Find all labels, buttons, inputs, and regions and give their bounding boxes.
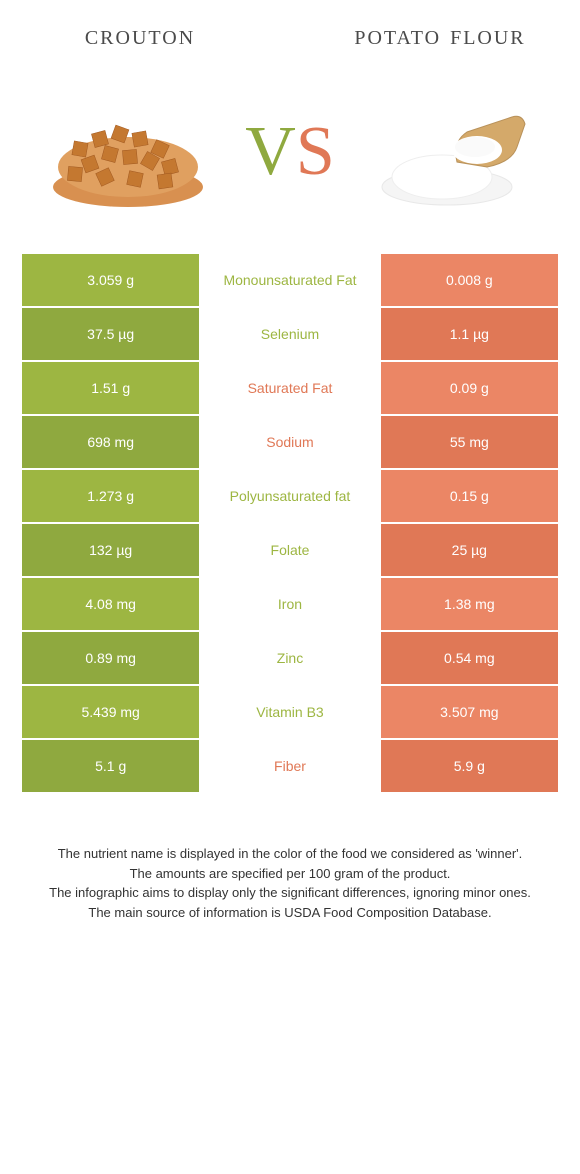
- table-row: 4.08 mgIron1.38 mg: [21, 577, 559, 631]
- header-row: crouton potato flour: [0, 0, 580, 62]
- table-row: 1.51 gSaturated Fat0.09 g: [21, 361, 559, 415]
- right-food-image: [345, 82, 560, 222]
- nutrient-name-cell: Vitamin B3: [200, 685, 379, 739]
- right-value-cell: 5.9 g: [380, 739, 559, 793]
- nutrient-name-cell: Folate: [200, 523, 379, 577]
- table-row: 5.1 gFiber5.9 g: [21, 739, 559, 793]
- right-value-cell: 1.1 µg: [380, 307, 559, 361]
- nutrient-name-cell: Sodium: [200, 415, 379, 469]
- vs-s-letter: S: [296, 113, 335, 190]
- left-value-cell: 5.439 mg: [21, 685, 200, 739]
- footer-notes: The nutrient name is displayed in the co…: [0, 794, 580, 952]
- table-row: 0.89 mgZinc0.54 mg: [21, 631, 559, 685]
- comparison-table-wrap: 3.059 gMonounsaturated Fat0.008 g37.5 µg…: [0, 252, 580, 794]
- left-value-cell: 698 mg: [21, 415, 200, 469]
- nutrient-name-cell: Polyunsaturated fat: [200, 469, 379, 523]
- left-food-title: crouton: [20, 20, 260, 52]
- nutrient-name-cell: Selenium: [200, 307, 379, 361]
- note-line-3: The infographic aims to display only the…: [30, 883, 550, 903]
- note-line-4: The main source of information is USDA F…: [30, 903, 550, 923]
- right-value-cell: 0.15 g: [380, 469, 559, 523]
- right-value-cell: 0.09 g: [380, 361, 559, 415]
- right-value-cell: 0.008 g: [380, 253, 559, 307]
- table-row: 3.059 gMonounsaturated Fat0.008 g: [21, 253, 559, 307]
- right-value-cell: 25 µg: [380, 523, 559, 577]
- left-food-image: [20, 82, 235, 222]
- right-value-cell: 55 mg: [380, 415, 559, 469]
- vs-v-letter: V: [245, 113, 296, 190]
- comparison-table: 3.059 gMonounsaturated Fat0.008 g37.5 µg…: [20, 252, 560, 794]
- left-value-cell: 0.89 mg: [21, 631, 200, 685]
- nutrient-name-cell: Zinc: [200, 631, 379, 685]
- left-value-cell: 5.1 g: [21, 739, 200, 793]
- right-value-cell: 1.38 mg: [380, 577, 559, 631]
- nutrient-name-cell: Monounsaturated Fat: [200, 253, 379, 307]
- table-row: 5.439 mgVitamin B33.507 mg: [21, 685, 559, 739]
- note-line-1: The nutrient name is displayed in the co…: [30, 844, 550, 864]
- flour-illustration-icon: [367, 92, 537, 212]
- nutrient-name-cell: Saturated Fat: [200, 361, 379, 415]
- right-value-cell: 0.54 mg: [380, 631, 559, 685]
- left-value-cell: 1.51 g: [21, 361, 200, 415]
- right-food-title: potato flour: [320, 20, 560, 52]
- table-row: 698 mgSodium55 mg: [21, 415, 559, 469]
- note-line-2: The amounts are specified per 100 gram o…: [30, 864, 550, 884]
- table-row: 37.5 µgSelenium1.1 µg: [21, 307, 559, 361]
- left-value-cell: 3.059 g: [21, 253, 200, 307]
- images-row: VS: [0, 62, 580, 252]
- left-value-cell: 132 µg: [21, 523, 200, 577]
- left-value-cell: 37.5 µg: [21, 307, 200, 361]
- vs-label: VS: [245, 112, 335, 192]
- nutrient-name-cell: Iron: [200, 577, 379, 631]
- left-value-cell: 1.273 g: [21, 469, 200, 523]
- table-row: 1.273 gPolyunsaturated fat0.15 g: [21, 469, 559, 523]
- nutrient-name-cell: Fiber: [200, 739, 379, 793]
- left-value-cell: 4.08 mg: [21, 577, 200, 631]
- right-value-cell: 3.507 mg: [380, 685, 559, 739]
- table-row: 132 µgFolate25 µg: [21, 523, 559, 577]
- crouton-illustration-icon: [43, 92, 213, 212]
